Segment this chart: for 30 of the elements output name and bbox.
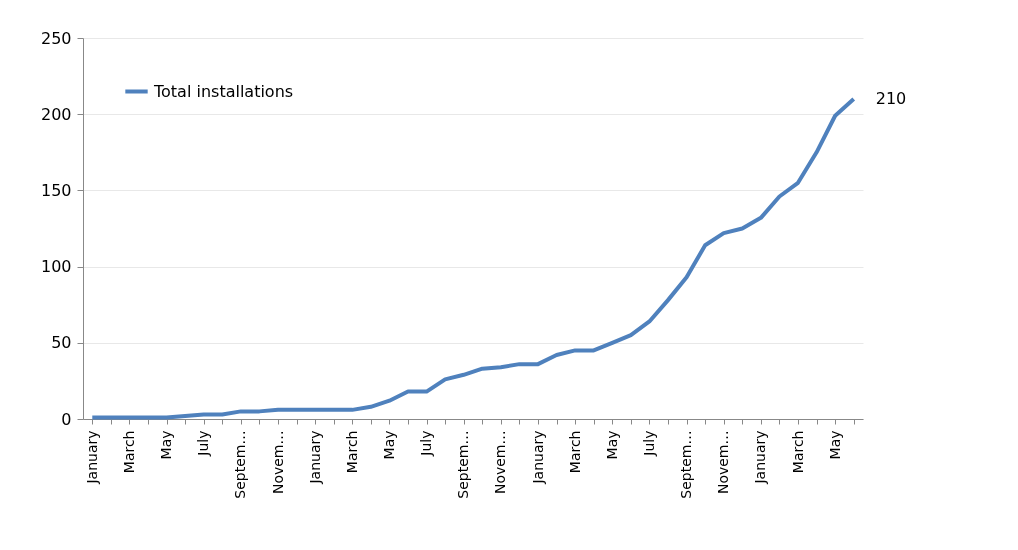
- y-tick-label: 250: [40, 28, 72, 48]
- x-tick-label: Novem…: [492, 430, 509, 495]
- x-tick-label: January: [306, 430, 323, 485]
- y-tick-label: 200: [40, 104, 72, 124]
- line-series: [90, 96, 856, 420]
- x-tick-label: May: [380, 430, 397, 460]
- x-tick-label: May: [158, 430, 175, 460]
- x-tick-label: March: [789, 430, 806, 474]
- x-tick-label: Septem…: [455, 430, 472, 499]
- data-label: 210: [875, 88, 907, 108]
- x-tick-label: Novem…: [269, 430, 286, 495]
- x-tick-label: March: [120, 430, 137, 474]
- x-tick-label: January: [752, 430, 769, 485]
- x-tick-label: March: [566, 430, 583, 474]
- x-tick-label: Septem…: [678, 430, 695, 499]
- y-tick-label: 50: [51, 333, 72, 353]
- x-tick-label: May: [603, 430, 620, 460]
- x-tick-label: July: [195, 430, 212, 457]
- x-tick-label: May: [826, 430, 843, 460]
- x-tick-label: July: [640, 430, 657, 457]
- x-tick-label: Septem…: [232, 430, 249, 499]
- x-tick-label: January: [83, 430, 100, 485]
- y-tick-label: 100: [40, 257, 72, 277]
- x-tick-label: Novem…: [715, 430, 732, 495]
- x-tick-label: July: [418, 430, 435, 457]
- y-tick-label: 150: [40, 180, 72, 200]
- legend-label: Total installations: [153, 81, 294, 101]
- x-tick-label: January: [529, 430, 546, 485]
- x-tick-label: March: [343, 430, 360, 474]
- y-tick-label: 0: [61, 409, 72, 429]
